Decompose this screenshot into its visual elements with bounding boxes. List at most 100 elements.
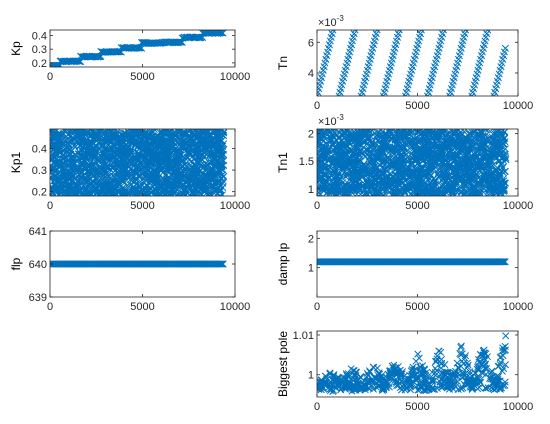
data-point bbox=[74, 133, 82, 142]
data-point bbox=[133, 165, 141, 173]
data-point bbox=[341, 163, 349, 171]
data-point bbox=[492, 181, 500, 189]
data-point bbox=[424, 181, 432, 190]
data-point bbox=[129, 134, 137, 142]
data-point bbox=[156, 158, 164, 166]
data-point bbox=[408, 160, 416, 168]
data-point bbox=[436, 189, 444, 196]
data-point bbox=[474, 172, 482, 180]
data-point bbox=[482, 149, 490, 157]
data-point bbox=[472, 153, 480, 161]
y-exponent: ×10-3 bbox=[318, 14, 344, 29]
y-tick-label: 0.2 bbox=[32, 187, 47, 199]
data-point bbox=[70, 182, 78, 190]
data-point bbox=[210, 153, 218, 161]
data-point bbox=[349, 185, 357, 193]
data-point bbox=[88, 169, 96, 177]
data-point bbox=[94, 129, 102, 135]
x-tick-label: 10000 bbox=[220, 71, 251, 83]
data-point bbox=[365, 133, 373, 141]
data-point bbox=[416, 177, 424, 185]
data-point bbox=[344, 188, 352, 196]
data-point bbox=[219, 30, 227, 37]
data-point bbox=[54, 177, 62, 186]
data-point bbox=[126, 130, 134, 138]
data-point bbox=[168, 149, 176, 157]
data-point bbox=[499, 163, 507, 171]
data-point bbox=[96, 181, 104, 189]
data-point bbox=[354, 134, 362, 142]
data-point bbox=[209, 184, 217, 192]
data-point bbox=[401, 169, 409, 177]
data-point bbox=[200, 153, 208, 161]
data-marks bbox=[50, 260, 227, 268]
data-point bbox=[395, 169, 403, 178]
data-point bbox=[341, 188, 349, 196]
data-point bbox=[164, 147, 172, 155]
data-point bbox=[62, 165, 70, 173]
data-point bbox=[92, 174, 100, 182]
data-point bbox=[462, 177, 470, 185]
data-point bbox=[217, 165, 225, 173]
data-point bbox=[397, 134, 405, 142]
data-point bbox=[433, 189, 441, 196]
data-point bbox=[194, 181, 202, 189]
data-point bbox=[172, 162, 180, 170]
y-tick-label: 1.5 bbox=[299, 156, 314, 168]
data-point bbox=[161, 130, 169, 138]
data-point bbox=[449, 154, 457, 162]
data-point bbox=[417, 30, 425, 34]
data-point bbox=[361, 191, 369, 196]
data-point bbox=[122, 149, 130, 157]
data-point bbox=[123, 159, 131, 167]
data-point bbox=[330, 168, 338, 176]
data-point bbox=[148, 187, 157, 195]
data-point bbox=[86, 161, 94, 169]
data-point bbox=[95, 153, 103, 161]
data-point bbox=[438, 170, 446, 178]
data-point bbox=[474, 160, 482, 168]
data-point bbox=[216, 151, 225, 159]
data-point bbox=[451, 176, 459, 184]
data-point bbox=[351, 139, 360, 148]
data-point bbox=[497, 129, 505, 136]
data-point bbox=[351, 30, 359, 34]
data-point bbox=[79, 189, 87, 196]
data-point bbox=[433, 142, 441, 150]
data-point bbox=[348, 158, 356, 166]
data-point bbox=[145, 139, 153, 147]
data-point bbox=[161, 158, 169, 166]
data-point bbox=[54, 132, 63, 140]
data-point bbox=[110, 129, 118, 133]
data-point bbox=[104, 183, 112, 191]
data-point bbox=[152, 148, 160, 156]
data-point bbox=[418, 155, 426, 163]
data-point bbox=[340, 129, 348, 137]
data-point bbox=[127, 176, 136, 185]
data-point bbox=[372, 188, 380, 196]
data-point bbox=[97, 129, 105, 134]
data-point bbox=[149, 129, 157, 136]
data-point bbox=[72, 138, 80, 146]
data-point bbox=[339, 142, 347, 150]
data-point bbox=[181, 131, 189, 139]
x-tick-label: 0 bbox=[47, 71, 53, 83]
data-point bbox=[453, 171, 462, 179]
data-point bbox=[171, 181, 179, 189]
data-point bbox=[452, 167, 460, 175]
data-point bbox=[442, 184, 450, 192]
data-point bbox=[436, 149, 444, 157]
data-point bbox=[176, 151, 184, 159]
data-point bbox=[83, 167, 91, 175]
data-point bbox=[97, 166, 106, 174]
x-tick-label: 5000 bbox=[130, 200, 154, 212]
data-point bbox=[53, 134, 62, 142]
data-point bbox=[184, 184, 192, 192]
data-point bbox=[61, 129, 69, 134]
data-point bbox=[56, 168, 64, 176]
data-point bbox=[164, 129, 172, 134]
data-point bbox=[77, 184, 85, 192]
data-point bbox=[490, 174, 498, 182]
